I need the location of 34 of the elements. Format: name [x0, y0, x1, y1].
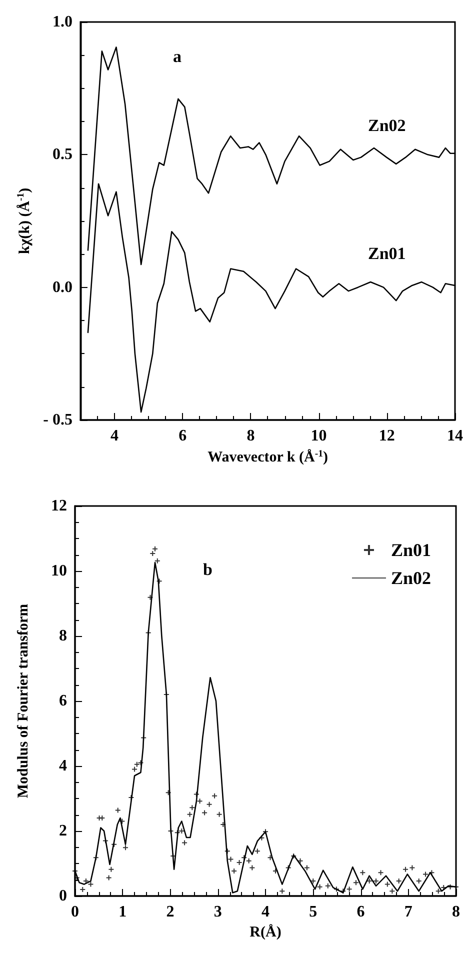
- y-tick-label: 12: [51, 498, 67, 514]
- x-tick-label: 6: [178, 428, 187, 444]
- y-tick-label: - 0.5: [43, 412, 72, 428]
- y-axis-title: Modulus of Fourier transform: [16, 603, 32, 798]
- x-tick-label: 4: [110, 428, 119, 444]
- y-tick-label: 6: [59, 692, 67, 710]
- legend-label: Zn02: [390, 568, 432, 588]
- x-tick-label: 1: [118, 904, 127, 920]
- y-tick-label: 1.0: [52, 14, 72, 30]
- y-tick-label: 0: [59, 888, 67, 904]
- y-tick-label: 2: [59, 822, 67, 840]
- x-tick-label: 8: [246, 428, 255, 444]
- y-tick-label: 0.5: [52, 146, 72, 164]
- annotation: b: [203, 560, 212, 579]
- y-tick-label: 4: [59, 758, 67, 774]
- x-tick-label: 7: [404, 904, 412, 920]
- x-tick-label: 10: [310, 428, 327, 444]
- x-tick-label: 3: [214, 904, 222, 920]
- x-axis-title: R(Å): [250, 923, 282, 940]
- y-tick-label: 8: [59, 628, 67, 644]
- y-tick-label: 0.0: [52, 278, 72, 296]
- series-label: Zn02: [368, 116, 406, 135]
- x-tick-label: 4: [262, 904, 270, 920]
- annotation: a: [173, 47, 182, 66]
- x-tick-label: 5: [309, 904, 318, 920]
- x-tick-label: 8: [452, 904, 460, 920]
- series-label: Zn01: [368, 244, 406, 263]
- y-axis-title: kχ(k) (Å-1): [16, 188, 33, 254]
- legend-label: Zn01: [390, 540, 432, 560]
- x-tick-label: 2: [166, 904, 174, 920]
- x-tick-label: 6: [356, 904, 365, 920]
- x-tick-label: 14: [447, 428, 463, 444]
- x-tick-label: 12: [378, 428, 395, 444]
- y-tick-label: 10: [51, 562, 67, 580]
